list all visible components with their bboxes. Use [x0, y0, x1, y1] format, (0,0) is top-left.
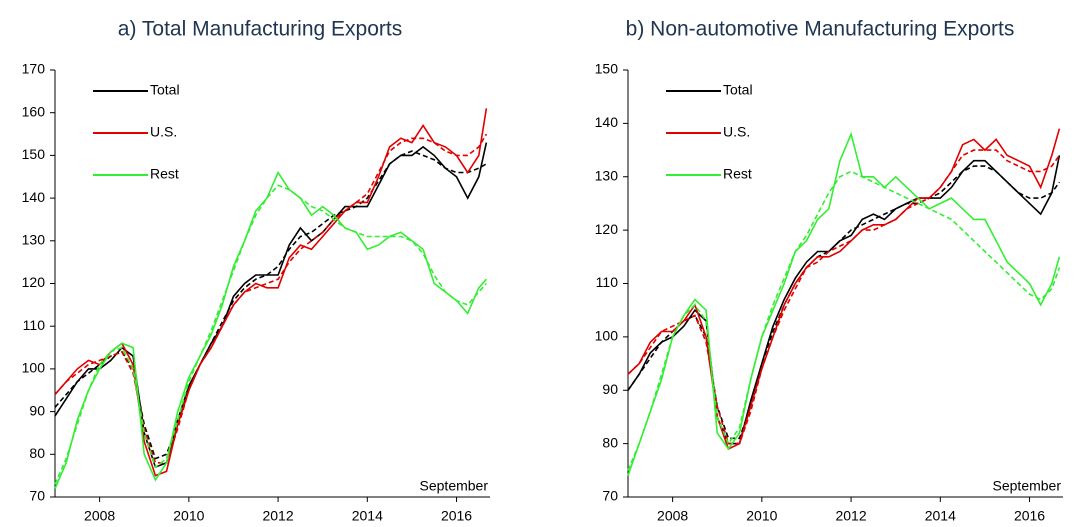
trend-line	[54, 184, 487, 485]
series-line	[54, 108, 488, 477]
y-tick-label: 150	[595, 61, 619, 77]
y-tick-label: 150	[22, 146, 46, 162]
y-tick-label: 100	[22, 360, 46, 376]
y-tick-label: 140	[595, 114, 619, 130]
x-tick-label: 2008	[84, 508, 115, 524]
y-tick-label: 90	[29, 402, 45, 418]
y-tick-label: 140	[22, 189, 46, 205]
x-tick-label: 2012	[262, 508, 293, 524]
y-tick-label: 80	[29, 445, 45, 461]
y-tick-label: 80	[602, 434, 618, 450]
trend-line	[627, 165, 1061, 440]
trend-line	[627, 149, 1061, 445]
x-tick-label: 2014	[925, 508, 956, 524]
trend-line	[54, 150, 487, 460]
series-line	[54, 170, 487, 489]
y-tick-label: 110	[23, 317, 46, 333]
x-tick-label: 2016	[441, 508, 472, 524]
trend-line	[627, 170, 1061, 471]
annotation: September	[420, 478, 489, 494]
legend-label: U.S.	[723, 124, 750, 140]
y-tick-label: 120	[22, 274, 46, 290]
y-tick-label: 90	[602, 381, 618, 397]
series-line	[627, 128, 1061, 451]
chart-title: b) Non-automotive Manufacturing Exports	[626, 18, 1015, 41]
x-tick-label: 2010	[173, 508, 204, 524]
y-tick-label: 100	[595, 328, 619, 344]
y-tick-label: 70	[29, 488, 45, 504]
annotation: September	[993, 478, 1062, 494]
legend-label: U.S.	[150, 124, 177, 140]
legend-label: Total	[150, 82, 180, 98]
x-tick-label: 2012	[835, 508, 866, 524]
y-tick-label: 110	[596, 274, 619, 290]
legend-label: Rest	[723, 166, 752, 182]
x-tick-label: 2008	[657, 508, 688, 524]
legend-label: Rest	[150, 166, 179, 182]
y-tick-label: 120	[595, 221, 619, 237]
legend-label: Total	[723, 82, 753, 98]
series-line	[54, 142, 488, 469]
y-tick-label: 170	[22, 61, 46, 77]
x-tick-label: 2016	[1014, 508, 1045, 524]
chart-title: a) Total Manufacturing Exports	[118, 18, 402, 41]
y-tick-label: 160	[22, 103, 46, 119]
series-line	[627, 131, 1061, 476]
x-tick-label: 2010	[746, 508, 777, 524]
series-line	[627, 155, 1061, 445]
y-tick-label: 130	[595, 167, 619, 183]
y-tick-label: 70	[602, 488, 618, 504]
y-tick-label: 130	[22, 232, 46, 248]
trend-line	[54, 133, 488, 464]
x-tick-label: 2014	[352, 508, 383, 524]
